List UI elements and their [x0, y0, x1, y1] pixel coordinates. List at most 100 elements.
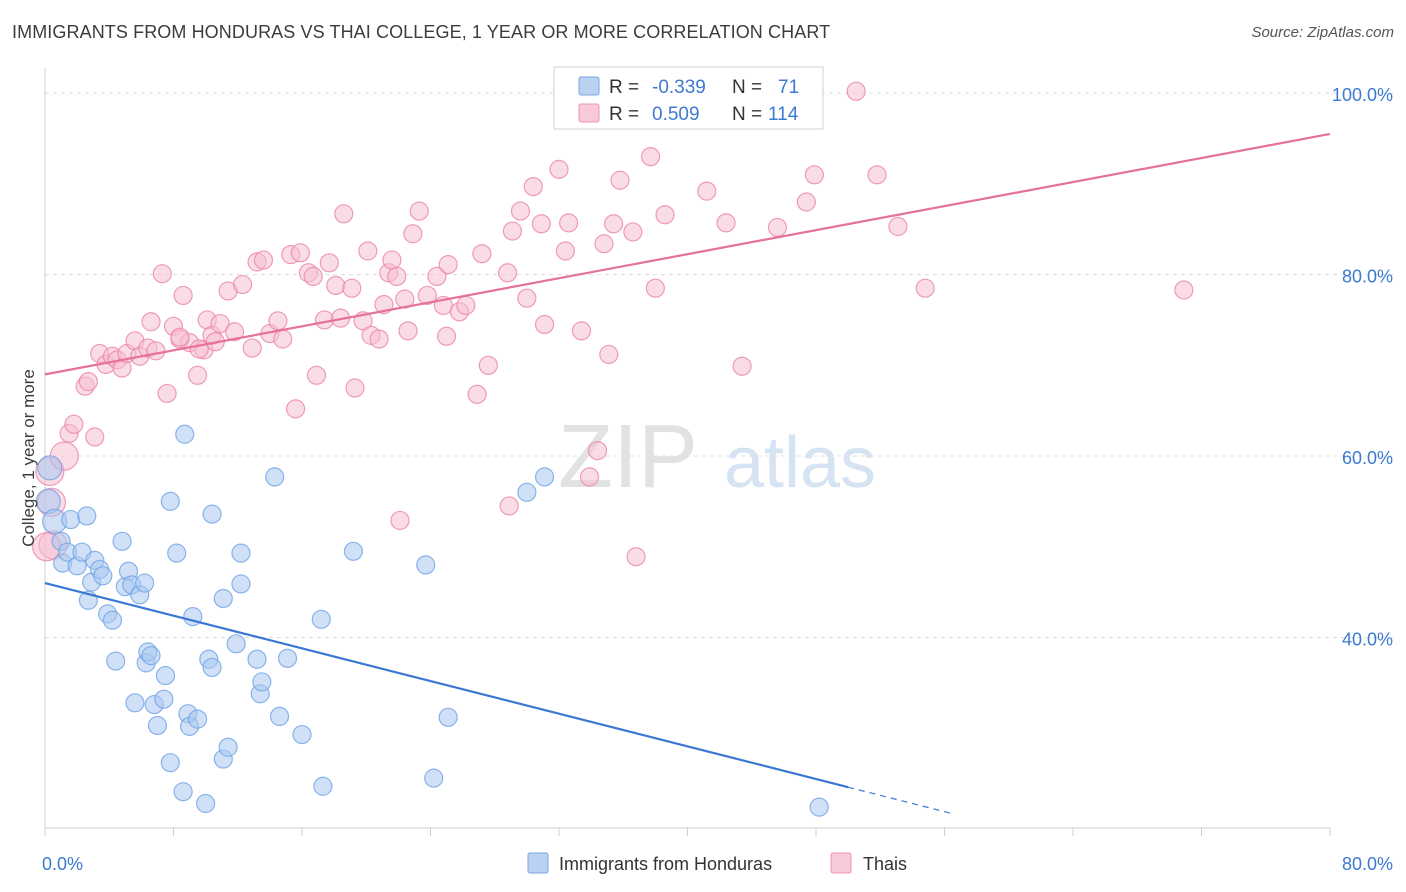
bottom-legend-label-thais: Thais [863, 854, 907, 874]
trend-layer [44, 132, 1331, 815]
y-tick-label: 80.0% [1342, 267, 1393, 287]
point-thais [716, 213, 736, 233]
point-thais [610, 170, 630, 190]
chart-source: Source: ZipAtlas.com [1251, 24, 1394, 41]
point-thais [141, 312, 161, 332]
point-honduras [202, 657, 222, 678]
watermark-zip: ZIP [558, 407, 698, 507]
point-thais [655, 205, 675, 225]
point-honduras [187, 709, 208, 729]
point-thais [390, 510, 410, 531]
point-honduras [77, 506, 97, 526]
point-honduras [112, 531, 132, 551]
trendline-honduras-extension [847, 786, 953, 815]
point-thais [559, 213, 579, 233]
point-thais [427, 266, 447, 287]
point-honduras [160, 753, 180, 773]
point-honduras [218, 737, 238, 757]
bottom-legend-label-honduras: Immigrants from Honduras [559, 854, 772, 874]
point-thais [510, 201, 531, 221]
legend-r-label-2: R = [609, 104, 639, 125]
point-honduras [147, 715, 168, 736]
legend-r-value-2: 0.509 [652, 104, 700, 125]
point-honduras [37, 455, 63, 481]
point-honduras [252, 672, 272, 692]
point-thais [579, 467, 600, 487]
point-thais [1174, 280, 1194, 300]
point-thais [467, 384, 487, 404]
point-thais [85, 427, 105, 447]
legend-swatch-honduras [578, 76, 600, 96]
bottom-legend-swatch-thais [830, 852, 852, 874]
point-honduras [154, 689, 174, 709]
point-honduras [173, 782, 193, 802]
legend-n-label-1: N = [732, 77, 762, 98]
point-honduras [343, 541, 363, 561]
point-thais [273, 329, 293, 349]
legend-r-label-1: R = [609, 77, 639, 98]
point-thais [478, 355, 498, 375]
point-thais [498, 263, 518, 283]
point-thais [623, 222, 643, 242]
point-thais [232, 274, 253, 295]
point-honduras [809, 797, 829, 817]
point-thais [846, 81, 866, 101]
point-thais [456, 295, 476, 316]
point-honduras [93, 566, 113, 586]
point-honduras [141, 646, 161, 666]
point-thais [358, 241, 378, 261]
watermark-atlas: atlas [724, 423, 876, 503]
point-honduras [424, 768, 444, 788]
watermark: ZIP atlas [558, 407, 876, 507]
point-thais [187, 365, 208, 385]
point-thais [796, 192, 816, 212]
point-thais [173, 285, 193, 306]
point-honduras [416, 555, 436, 575]
bottom-legend-swatch-honduras [527, 852, 549, 874]
legend-swatch-thais [578, 103, 600, 123]
y-tick-label: 60.0% [1342, 448, 1393, 468]
legend-r-value-1: -0.339 [652, 77, 706, 98]
point-honduras [125, 693, 145, 713]
point-thais [253, 250, 274, 270]
point-thais [157, 383, 177, 404]
axis-layer: 40.0% 60.0% 80.0% 100.0% 0.0% 80.0% [42, 68, 1393, 874]
point-thais [517, 288, 537, 308]
trendline-thais [44, 132, 1331, 376]
point-honduras [277, 648, 298, 668]
point-thais [523, 176, 543, 197]
point-thais [697, 181, 717, 201]
point-thais [285, 399, 306, 419]
point-thais [409, 201, 429, 221]
legend-n-label-2: N = [732, 104, 762, 125]
point-thais [210, 313, 230, 334]
point-thais [189, 339, 209, 359]
point-thais [387, 266, 407, 287]
point-honduras [213, 588, 233, 609]
stats-legend: R = -0.339 N = 71 R = 0.509 N = 114 [553, 66, 824, 130]
point-honduras [231, 574, 251, 594]
point-thais [146, 341, 166, 361]
point-thais [268, 311, 288, 331]
point-honduras [106, 651, 126, 671]
trendline-honduras [44, 581, 849, 789]
point-thais [382, 250, 402, 270]
point-thais [599, 344, 619, 365]
point-honduras [160, 491, 180, 511]
point-thais [403, 224, 423, 244]
point-thais [224, 322, 245, 342]
point-thais [867, 165, 887, 185]
point-thais [549, 159, 569, 179]
point-thais [531, 214, 551, 234]
point-honduras [61, 509, 81, 530]
point-thais [369, 329, 389, 349]
point-thais [326, 275, 346, 296]
x-tick-label: 0.0% [42, 854, 83, 874]
series-legend: Immigrants from Honduras Thais [527, 852, 907, 874]
point-thais [303, 266, 323, 287]
point-honduras [226, 634, 246, 654]
point-honduras [247, 649, 267, 669]
point-honduras [202, 504, 222, 524]
y-axis-title: College, 1 year or more [19, 369, 38, 547]
point-honduras [313, 776, 333, 796]
